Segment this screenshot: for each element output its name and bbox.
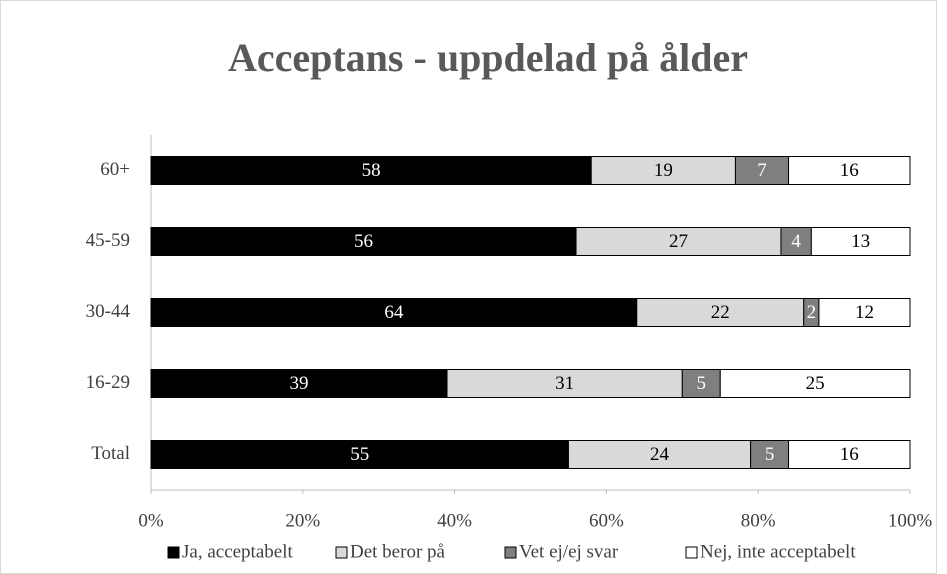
data-label: 12 <box>855 302 874 323</box>
bar-segment <box>150 440 569 469</box>
bar-segment <box>575 227 782 256</box>
bar-segment <box>788 156 911 185</box>
legend-label: Vet ej/ej svar <box>519 541 619 562</box>
x-tick-label: 100% <box>888 510 933 531</box>
legend-swatch <box>167 546 180 559</box>
bar-segment <box>788 440 911 469</box>
x-tick-label: 0% <box>138 510 164 531</box>
data-label: 16 <box>840 160 859 181</box>
legend-swatch <box>685 546 698 559</box>
bar-segment <box>681 369 721 398</box>
data-label: 4 <box>791 231 801 252</box>
legend-swatch <box>335 546 348 559</box>
x-tick-label: 20% <box>285 510 320 531</box>
x-tick-label: 40% <box>437 510 472 531</box>
bar-segment <box>150 298 638 327</box>
data-label: 31 <box>555 373 574 394</box>
bar-segment <box>780 227 812 256</box>
data-label: 58 <box>362 160 381 181</box>
bar-segment <box>818 298 911 327</box>
x-tick-label: 60% <box>589 510 624 531</box>
bar-segment <box>719 369 911 398</box>
bar-segment <box>150 156 592 185</box>
data-label: 19 <box>654 160 673 181</box>
data-label: 22 <box>711 302 730 323</box>
legend-swatch <box>504 546 517 559</box>
y-tick-label: 30-44 <box>86 301 131 322</box>
legend-label: Nej, inte acceptabelt <box>700 541 856 562</box>
bar-segment <box>750 440 790 469</box>
y-tick-label: 16-29 <box>86 372 130 393</box>
chart-title: Acceptans - uppdelad på ålder <box>228 35 748 80</box>
data-label: 25 <box>806 373 825 394</box>
bar-segment <box>590 156 736 185</box>
data-label: 64 <box>384 302 404 323</box>
data-label: 13 <box>851 231 870 252</box>
bar-segment <box>567 440 752 469</box>
data-label: 2 <box>807 302 817 323</box>
data-label: 55 <box>350 444 369 465</box>
data-label: 7 <box>757 160 767 181</box>
x-tick-label: 80% <box>741 510 776 531</box>
legend-label: Det beror på <box>350 541 446 562</box>
data-label: 39 <box>290 373 309 394</box>
data-label: 16 <box>840 444 859 465</box>
data-label: 5 <box>765 444 775 465</box>
bar-segment <box>810 227 911 256</box>
data-label: 24 <box>650 444 670 465</box>
data-label: 56 <box>354 231 373 252</box>
bar-segment <box>446 369 683 398</box>
data-label: 27 <box>669 231 688 252</box>
y-tick-label: 60+ <box>100 159 130 180</box>
bar-segment <box>150 369 448 398</box>
data-label: 5 <box>697 373 707 394</box>
y-tick-label: Total <box>91 443 130 464</box>
y-tick-label: 45-59 <box>86 230 130 251</box>
legend-label: Ja, acceptabelt <box>182 541 293 562</box>
